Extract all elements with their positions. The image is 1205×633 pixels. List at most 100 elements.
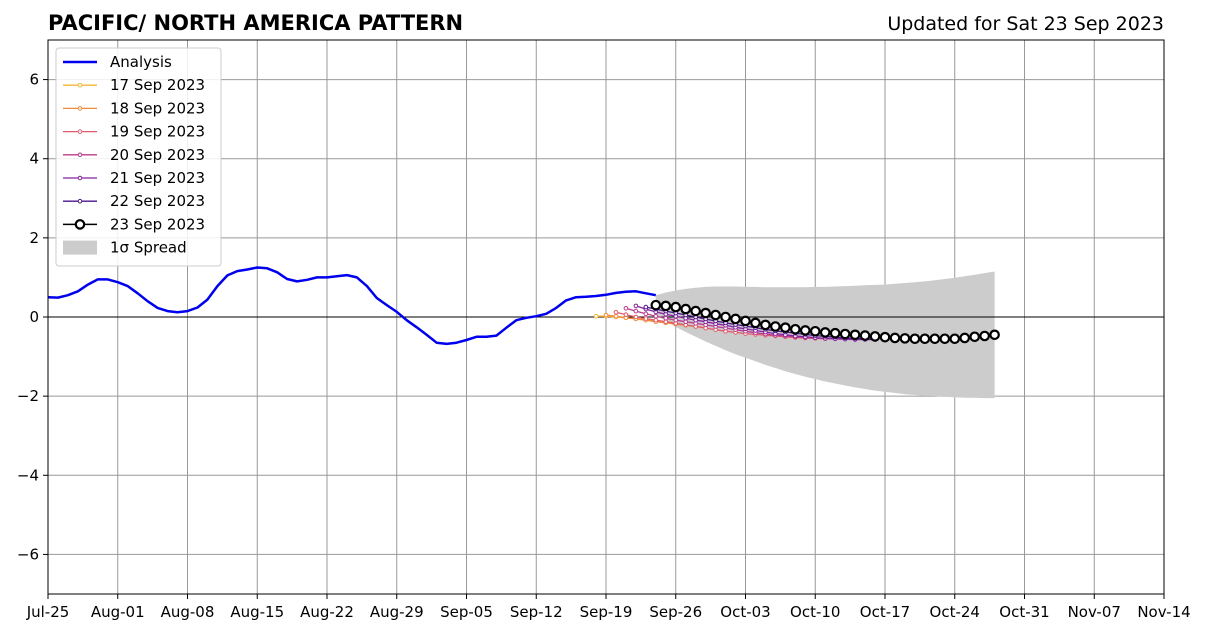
latest-forecast-point [799,325,811,336]
x-tick-label: Nov-14 [1137,603,1190,621]
latest-forecast-point [819,327,831,338]
forecast-point [613,313,619,319]
x-tick-label: Aug-29 [370,603,424,621]
x-tick-label: Aug-15 [230,603,284,621]
legend-label: 17 Sep 2023 [110,76,205,94]
chart-title: PACIFIC/ NORTH AMERICA PATTERN [48,11,463,35]
x-tick-label: Aug-22 [300,603,354,621]
latest-forecast-point [760,319,771,331]
x-axis: Jul-25 Aug-01 Aug-08 Aug-15 Aug-22 Aug-29 Sep-… [26,594,1191,621]
y-tick-label: −4 [17,466,39,484]
legend-label: 23 Sep 2023 [110,215,205,233]
latest-forecast-point [909,333,921,345]
latest-forecast-point [829,327,841,339]
y-tick-label: −6 [17,545,39,563]
latest-forecast-point [849,329,861,341]
y-tick-label: 6 [29,71,39,89]
latest-forecast-point [979,330,990,342]
legend-label: 20 Sep 2023 [110,146,205,164]
y-axis: −6 −4 −2 0 2 4 6 [17,71,48,563]
forecast-point [663,315,669,321]
latest-forecast-point [839,328,851,340]
forecast-point [623,312,629,317]
latest-forecast-point [700,307,711,319]
legend-label: 19 Sep 2023 [110,123,205,141]
legend-swatch-marker [77,175,83,181]
latest-forecast-point [919,333,931,345]
forecast-point [653,317,659,323]
forecast-point [633,314,639,320]
x-tick-label: Nov-07 [1068,603,1121,621]
analysis-layer [47,266,657,346]
legend-swatch-marker [77,198,83,204]
latest-forecast-point [949,333,961,345]
latest-forecast-point [770,321,781,332]
forecast-point [603,312,609,318]
y-tick-label: −2 [17,387,39,405]
x-tick-label: Oct-17 [860,603,910,621]
x-tick-label: Sep-26 [649,603,702,621]
x-tick-label: Aug-08 [161,603,215,621]
latest-forecast-point [969,331,980,343]
legend-swatch-marker [77,106,83,111]
forecast-point [643,316,649,321]
latest-forecast-point [780,322,791,333]
latest-forecast-point [680,303,692,315]
legend-swatch-marker [77,152,83,158]
forecast-point [673,317,679,323]
latest-forecast-point [670,301,682,313]
legend: Analysis 17 Sep 2023 18 Sep 2023 19 Sep 202… [55,47,222,267]
latest-forecast-point [660,300,672,312]
latest-forecast-layer [650,299,1000,345]
x-tick-label: Sep-05 [440,603,493,621]
legend-swatch-marker [77,82,83,88]
legend-swatch-latest-marker [74,219,86,230]
latest-forecast-point [889,332,901,344]
analysis-line [47,266,657,346]
latest-forecast-point [750,317,761,329]
x-tick-label: Jul-25 [26,603,70,621]
latest-forecast-point [959,332,971,344]
latest-forecast-point [690,305,701,317]
legend-label: Analysis [110,53,172,71]
forecast-point [653,313,659,319]
latest-forecast-point [740,315,751,327]
forecast-point [663,319,669,325]
forecast-point [643,311,649,317]
x-tick-label: Oct-24 [930,603,980,621]
legend-swatch-marker [77,129,83,134]
x-tick-label: Aug-01 [91,603,145,621]
forecast-point [633,303,639,309]
x-tick-label: Oct-03 [720,603,770,621]
legend-label: 21 Sep 2023 [110,169,205,187]
latest-forecast-point [989,329,1000,341]
latest-forecast-point [879,331,891,343]
latest-forecast-point [720,311,731,323]
latest-forecast-point [929,333,941,345]
latest-forecast-point [899,333,911,344]
latest-forecast-point [710,309,721,321]
latest-forecast-point [869,331,881,342]
chart-subtitle: Updated for Sat 23 Sep 2023 [887,13,1164,35]
y-tick-label: 4 [29,150,39,168]
legend-swatch-spread [63,240,97,255]
legend-label: 18 Sep 2023 [110,99,205,117]
x-tick-label: Oct-31 [999,603,1049,621]
legend-label: 1σ Spread [110,239,187,257]
forecast-point [643,304,649,310]
latest-forecast-point [809,325,821,337]
latest-forecast-point [730,313,741,325]
legend-box [55,47,222,267]
forecast-point [683,319,689,325]
latest-forecast-point [650,299,662,311]
forecast-point [623,305,629,311]
y-tick-label: 0 [29,308,39,326]
forecast-point [593,313,599,319]
legend-label: 22 Sep 2023 [110,192,205,210]
forecast-point [633,308,639,314]
x-tick-label: Oct-10 [790,603,840,621]
x-tick-label: Sep-19 [580,603,633,621]
latest-forecast-point [790,323,801,335]
y-tick-label: 2 [29,229,39,247]
